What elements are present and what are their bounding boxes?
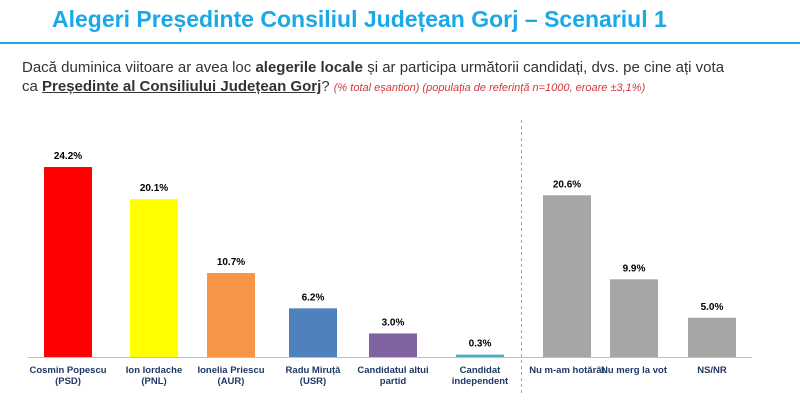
bar-value-label: 20.6% [553, 179, 581, 190]
category-label: Ion Iordache [126, 365, 182, 376]
bar-value-label: 0.3% [469, 339, 492, 350]
bar [130, 199, 178, 357]
bar-value-label: 3.0% [382, 317, 405, 328]
category-label: Candidat [460, 365, 501, 376]
category-label: Cosmin Popescu [29, 365, 106, 376]
bar [610, 279, 658, 357]
bar [688, 317, 736, 357]
category-label: NS/NR [697, 365, 727, 376]
category-label: (USR) [300, 376, 326, 387]
sample-note: (% total eșantion) (populația de referin… [333, 82, 646, 94]
question-line2-start: ca [22, 78, 43, 95]
category-label: partid [380, 376, 407, 387]
category-label: Ionelia Priescu [197, 365, 264, 376]
bar [207, 273, 255, 357]
category-label: Candidatul altui [357, 365, 428, 376]
bar-value-label: 9.9% [623, 263, 646, 274]
question-line2-bold: Președinte al Consiliului Județean Gorj [42, 78, 322, 95]
bar-value-label: 24.2% [54, 151, 82, 162]
category-label: Radu Miruță [286, 365, 342, 376]
question-line1-start: Dacă duminica viitoare ar avea loc [22, 59, 256, 76]
question-line2-mark: ? [321, 78, 330, 95]
bar [289, 308, 337, 357]
bar-value-label: 20.1% [140, 183, 168, 194]
title-rule [0, 42, 800, 44]
category-label: (PSD) [55, 376, 81, 387]
bar [44, 167, 92, 357]
category-label: (PNL) [141, 376, 166, 387]
bar [369, 333, 417, 357]
bar [456, 354, 504, 357]
bar-value-label: 5.0% [701, 302, 724, 313]
page-title: Alegeri Președinte Consiliul Județean Go… [52, 6, 667, 32]
question-line1-end: și ar participa următorii candidați, dvs… [363, 59, 725, 76]
category-label: Nu m-am hotărât [529, 365, 605, 376]
category-label: independent [452, 376, 509, 387]
bar-value-label: 6.2% [302, 292, 325, 303]
category-label: (AUR) [218, 376, 245, 387]
bar-value-label: 10.7% [217, 257, 245, 268]
bar [543, 195, 591, 357]
question-text: Dacă duminica viitoare ar avea loc alege… [22, 58, 792, 98]
question-line1-bold: alegerile locale [255, 59, 364, 76]
category-label: Nu merg la vot [601, 365, 668, 376]
